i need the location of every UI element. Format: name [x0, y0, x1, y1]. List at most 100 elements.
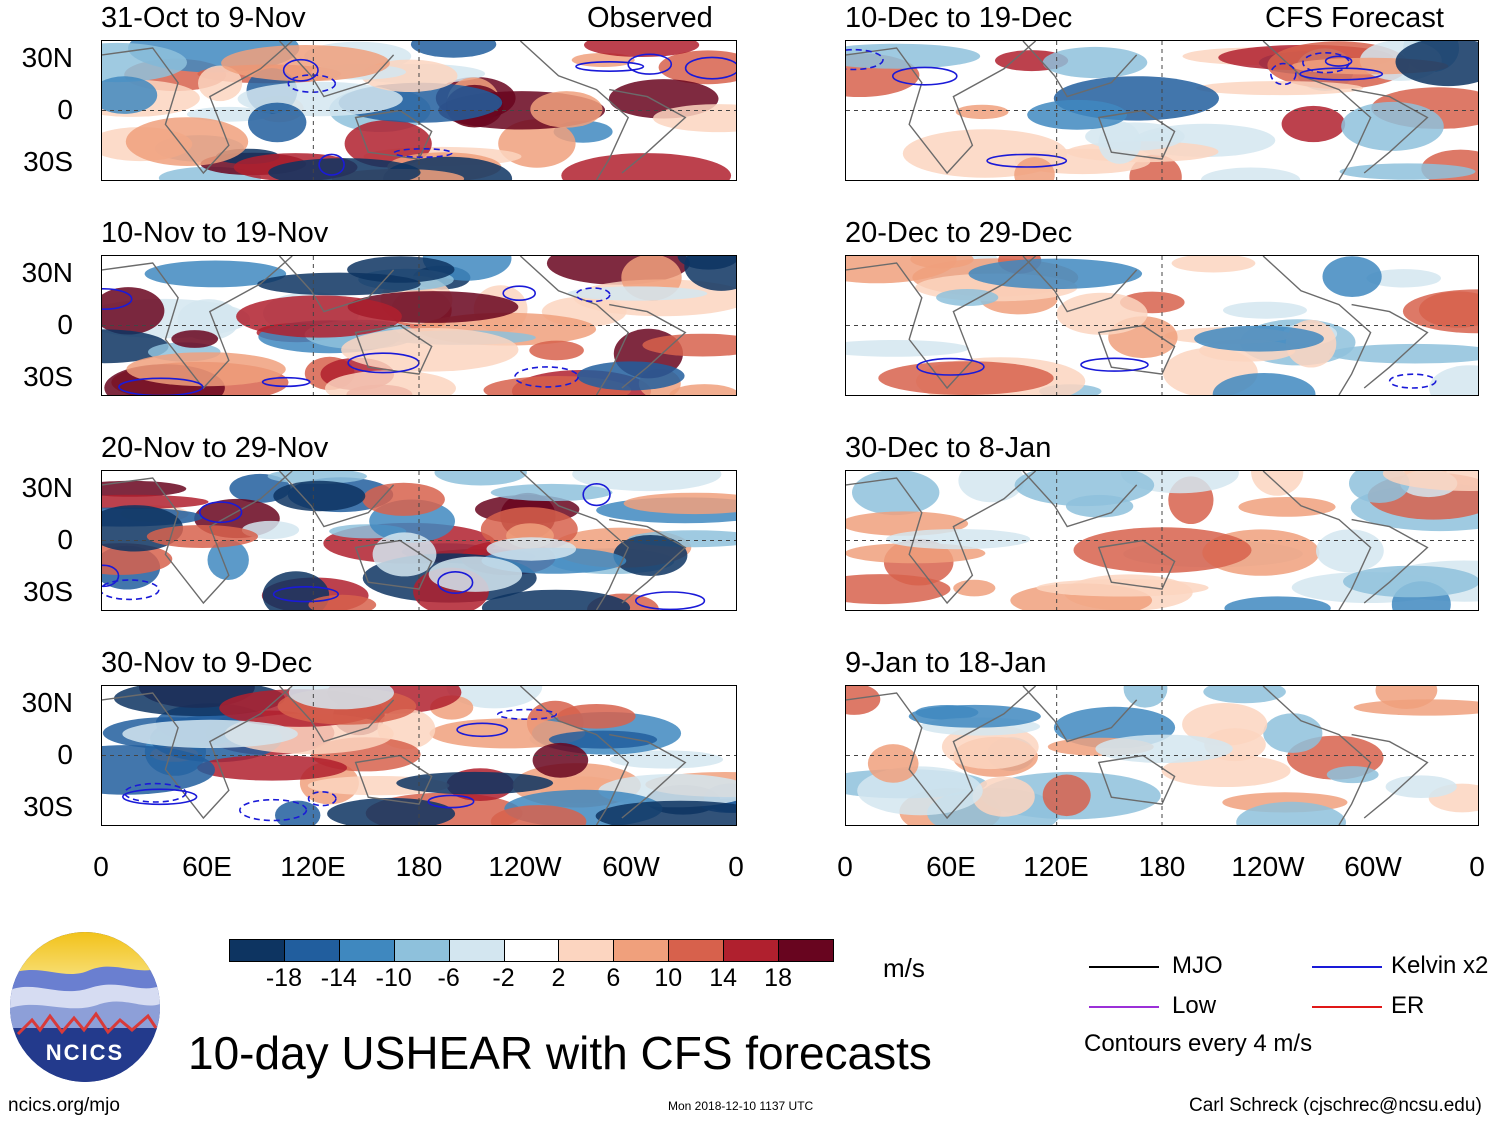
- anomaly-blob: [530, 91, 603, 128]
- anomaly-blob: [1098, 121, 1141, 164]
- author-credit: Carl Schreck (cjschrec@ncsu.edu): [1189, 1095, 1482, 1116]
- coastline: [102, 471, 293, 605]
- website-link[interactable]: ncics.org/mjo: [8, 1095, 120, 1116]
- coastline: [354, 324, 433, 375]
- lon-label-120e: 120E: [1023, 851, 1089, 882]
- coastline: [846, 686, 1037, 820]
- anomaly-blob: [1014, 157, 1055, 180]
- colorbar-tick-label: 2: [551, 964, 566, 992]
- kelvin-contour: [1302, 52, 1350, 74]
- coastline: [1262, 471, 1372, 610]
- kelvin-contour: [496, 708, 557, 720]
- legend-line-kelvin: [1312, 966, 1382, 968]
- anomaly-blob: [1366, 269, 1441, 288]
- kelvin-contour: [287, 74, 337, 94]
- anomaly-blob: [658, 50, 736, 85]
- ncics-logo-graphic: NCICS: [10, 932, 160, 1082]
- anomaly-field: [846, 471, 1478, 610]
- anomaly-blob: [852, 471, 940, 516]
- kelvin-contour: [1080, 357, 1149, 372]
- lat-label-eq: 0: [57, 524, 73, 555]
- anomaly-field: [102, 471, 736, 610]
- timestamp: Mon 2018-12-10 1137 UTC: [668, 1099, 814, 1113]
- lat-label-eq: 0: [57, 94, 73, 125]
- anomaly-blob: [434, 471, 527, 486]
- legend-label-low: Low: [1172, 992, 1217, 1019]
- map-panel-forecast-2: [845, 255, 1479, 396]
- kelvin-contour: [986, 153, 1068, 168]
- coastline: [519, 41, 630, 180]
- colorbar-box: [283, 939, 340, 962]
- anomaly-blob: [1224, 596, 1331, 610]
- anomaly-blob: [429, 718, 586, 749]
- legend-line-er: [1312, 1006, 1382, 1008]
- map-panel-forecast-1: [845, 40, 1479, 181]
- anomaly-field: [846, 41, 1478, 180]
- anomaly-blob: [908, 704, 1041, 728]
- anomaly-blob: [362, 482, 445, 516]
- coastline: [519, 256, 630, 395]
- kelvin-contour: [916, 357, 985, 376]
- anomaly-blob: [623, 492, 736, 515]
- anomaly-blob: [122, 719, 298, 748]
- anomaly-blob: [1343, 565, 1478, 598]
- lon-label-180: 180: [395, 851, 443, 882]
- anomaly-blob: [207, 539, 249, 580]
- coastline: [1262, 256, 1372, 395]
- lon-label-0: 0: [837, 851, 853, 882]
- kelvin-contour: [575, 60, 645, 72]
- kelvin-contour: [427, 794, 475, 809]
- anomaly-blob: [146, 525, 258, 548]
- anomaly-blob: [372, 532, 437, 577]
- kelvin-contour: [1299, 67, 1384, 81]
- lat-label-eq: 0: [57, 309, 73, 340]
- colorbar-tick-label: 14: [709, 964, 738, 992]
- kelvin-contour: [575, 287, 611, 303]
- lon-label-120w: 120W: [1231, 851, 1305, 882]
- lon-label-60w: 60W: [602, 851, 660, 882]
- anomaly-blob: [613, 535, 688, 576]
- kelvin-contour: [846, 48, 884, 71]
- colorbar-tick-label: -2: [492, 964, 515, 992]
- anomaly-blob: [1196, 81, 1363, 96]
- map-panel-observed-3: [101, 470, 737, 611]
- anomaly-blob: [1042, 46, 1148, 79]
- logo-text: NCICS: [46, 1040, 124, 1065]
- anomaly-blob: [609, 750, 724, 769]
- forecast-header: CFS Forecast: [1265, 2, 1444, 34]
- coastline: [278, 41, 395, 98]
- lat-label-30s: 30S: [23, 146, 73, 177]
- anomaly-blob: [669, 384, 736, 395]
- anomaly-blob: [1042, 774, 1091, 817]
- contour-note: Contours every 4 m/s: [1084, 1030, 1313, 1057]
- anomaly-blob: [1203, 686, 1286, 704]
- colorbar-box: [613, 939, 670, 962]
- map-panel-forecast-4: [845, 685, 1479, 826]
- anomaly-blob: [1014, 471, 1155, 507]
- coastline: [354, 109, 433, 160]
- anomaly-blob: [1073, 527, 1252, 573]
- anomaly-blob: [325, 370, 456, 395]
- anomaly-blob: [1212, 373, 1316, 395]
- anomaly-blob: [1182, 703, 1268, 746]
- panel-title-obs-3: 20-Nov to 29-Nov: [101, 432, 329, 464]
- anomaly-blob: [1200, 167, 1301, 180]
- coastline: [278, 471, 395, 528]
- anomaly-blob: [1339, 163, 1476, 180]
- anomaly-blob: [125, 117, 249, 166]
- anomaly-blob: [308, 594, 377, 610]
- colorbar-box: [778, 939, 834, 962]
- coastline: [1351, 88, 1429, 174]
- kelvin-contour: [514, 366, 579, 388]
- anomaly-blob: [1395, 41, 1478, 87]
- panel-title-obs-4: 30-Nov to 9-Dec: [101, 647, 313, 679]
- anomaly-blob: [490, 805, 587, 825]
- anomaly-blob: [846, 686, 881, 715]
- anomaly-blob: [955, 104, 1009, 120]
- kelvin-contour: [102, 579, 160, 601]
- lat-label-30n: 30N: [21, 472, 73, 503]
- anomaly-blob: [144, 260, 287, 288]
- kelvin-contour: [1388, 373, 1437, 389]
- coastline: [1022, 686, 1138, 743]
- coastline: [1022, 41, 1138, 98]
